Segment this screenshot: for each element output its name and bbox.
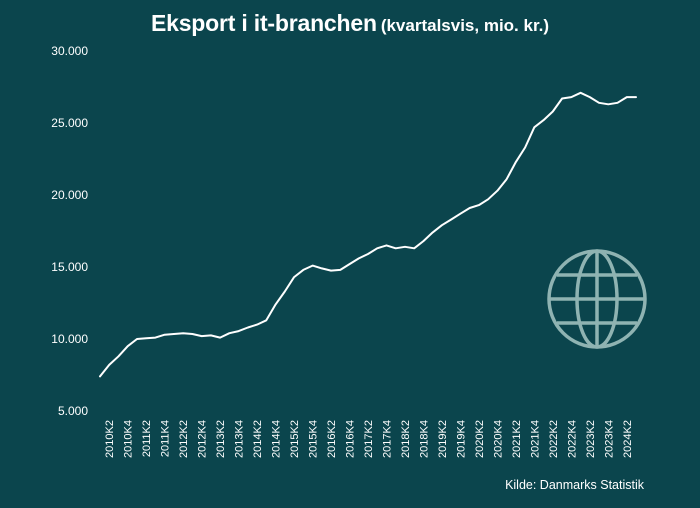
x-tick-label: 2018K2	[400, 420, 412, 458]
x-tick-label: 2019K4	[455, 420, 467, 458]
x-tick-label: 2014K4	[271, 420, 283, 458]
chart-subtitle: (kvartalsvis, mio. kr.)	[380, 16, 550, 35]
x-tick-label: 2022K2	[548, 420, 560, 458]
y-tick-label: 15.000	[51, 260, 88, 274]
x-tick-label: 2012K4	[197, 420, 209, 458]
x-tick-label: 2021K2	[511, 420, 523, 458]
x-tick-label: 2014K2	[252, 420, 264, 458]
x-tick-label: 2015K2	[289, 420, 301, 458]
y-tick-label: 20.000	[51, 188, 88, 202]
y-tick-label: 25.000	[51, 116, 88, 130]
source-note: Kilde: Danmarks Statistik	[505, 478, 644, 492]
x-tick-label: 2021K4	[529, 420, 541, 458]
x-tick-label: 2011K4	[160, 420, 172, 457]
x-tick-label: 2019K2	[437, 420, 449, 458]
chart-title-row: Eksport i it-branchen (kvartalsvis, mio. …	[0, 10, 700, 37]
x-tick-label: 2020K4	[492, 420, 504, 458]
x-tick-label: 2013K4	[234, 420, 246, 458]
x-tick-label: 2017K2	[363, 420, 375, 458]
y-tick-label: 5.000	[58, 404, 88, 418]
chart-title: Eksport i it-branchen	[150, 10, 377, 36]
x-tick-label: 2017K4	[381, 420, 393, 458]
x-tick-label: 2024K2	[622, 420, 634, 458]
y-tick-label: 10.000	[51, 332, 88, 346]
x-tick-label: 2015K4	[308, 420, 320, 458]
x-tick-label: 2010K4	[123, 420, 135, 458]
x-tick-label: 2012K2	[178, 420, 190, 458]
x-tick-label: 2016K4	[345, 420, 357, 458]
y-tick-label: 30.000	[51, 44, 88, 58]
x-tick-label: 2010K2	[104, 420, 116, 458]
globe-icon	[547, 249, 647, 349]
x-tick-label: 2013K2	[215, 420, 227, 458]
x-tick-label: 2018K4	[418, 420, 430, 458]
x-tick-label: 2023K4	[603, 420, 615, 458]
x-tick-label: 2022K4	[566, 420, 578, 458]
x-tick-label: 2016K2	[326, 420, 338, 458]
x-tick-label: 2011K2	[141, 420, 153, 457]
x-tick-label: 2020K2	[474, 420, 486, 458]
x-tick-label: 2023K2	[585, 420, 597, 458]
series-line	[99, 91, 637, 378]
